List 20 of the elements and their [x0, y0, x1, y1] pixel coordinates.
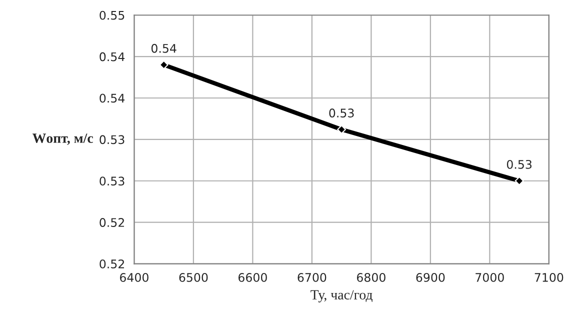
y-tick-label: 0.53: [100, 176, 124, 186]
y-tick-label: 0.52: [100, 218, 124, 227]
x-tick-label: 6600: [238, 272, 267, 282]
y-axis-title: Wопт, м/с: [32, 134, 93, 145]
data-label: 0.53: [329, 108, 354, 118]
data-label: 0.53: [506, 160, 532, 169]
x-tick-label: 6500: [179, 272, 208, 282]
y-tick-label: 0.53: [100, 135, 124, 144]
data-label: 0.54: [151, 44, 176, 53]
x-tick-label: 7100: [534, 272, 564, 282]
y-tick-label: 0.52: [100, 259, 124, 268]
y-tick-label: 0.55: [100, 10, 124, 20]
x-tick-label: 6700: [298, 272, 326, 282]
x-tick-label: 6400: [120, 272, 148, 282]
x-axis-title: Ту, час/год: [310, 290, 372, 302]
x-tick-label: 6800: [356, 272, 386, 282]
y-tick-label: 0.54: [100, 52, 125, 62]
x-tick-label: 6900: [416, 272, 445, 282]
y-tick-label: 0.54: [100, 94, 125, 103]
x-tick-label: 7000: [476, 272, 504, 282]
